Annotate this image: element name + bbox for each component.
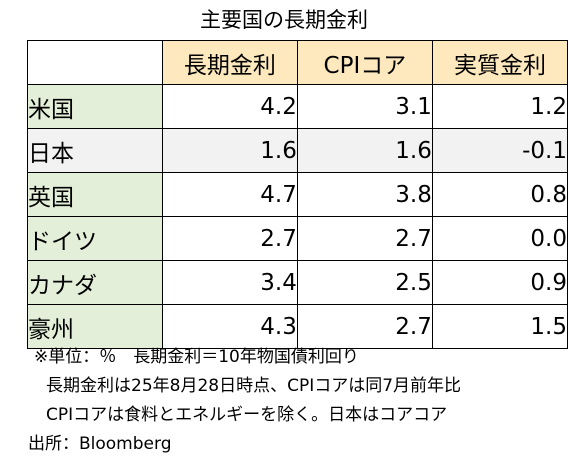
table-row: 英国 4.7 3.8 0.8 — [27, 172, 568, 217]
cell-real-rate: 1.2 — [431, 84, 568, 129]
footnote-units: ※単位：％ 長期金利＝10年物国債利回り — [34, 347, 359, 367]
row-label: 日本 — [27, 128, 163, 173]
cell-long-rate: 4.3 — [161, 304, 298, 349]
row-label: 英国 — [27, 172, 163, 217]
header-row: 長期金利 CPIコア 実質金利 — [27, 40, 568, 85]
cell-real-rate: -0.1 — [431, 128, 568, 173]
corner-cell — [27, 40, 163, 85]
cell-real-rate: 1.5 — [431, 304, 568, 349]
cell-cpi-core: 2.7 — [296, 216, 433, 261]
cell-cpi-core: 1.6 — [296, 128, 433, 173]
column-header-long-rate: 長期金利 — [161, 40, 298, 85]
row-label: カナダ — [27, 260, 163, 305]
footnote-cpi-definition: CPIコアは食料とエネルギーを除く。日本はコアコア — [46, 405, 448, 425]
cell-long-rate: 1.6 — [161, 128, 298, 173]
column-header-cpi-core: CPIコア — [296, 40, 433, 85]
cell-real-rate: 0.0 — [431, 216, 568, 261]
cell-long-rate: 3.4 — [161, 260, 298, 305]
column-header-real-rate: 実質金利 — [431, 40, 568, 85]
cell-long-rate: 4.2 — [161, 84, 298, 129]
cell-cpi-core: 2.7 — [296, 304, 433, 349]
row-label: ドイツ — [27, 216, 163, 261]
table-title: 主要国の長期金利 — [200, 8, 368, 32]
cell-real-rate: 0.8 — [431, 172, 568, 217]
cell-long-rate: 2.7 — [161, 216, 298, 261]
rates-table: 長期金利 CPIコア 実質金利 米国 4.2 3.1 1.2 日本 1.6 1.… — [27, 40, 568, 349]
table-row: ドイツ 2.7 2.7 0.0 — [27, 216, 568, 261]
footnotes: ※単位：％ 長期金利＝10年物国債利回り 長期金利は25年8月28日時点、CPI… — [28, 343, 462, 459]
footnote-date: 長期金利は25年8月28日時点、CPIコアは同7月前年比 — [46, 376, 462, 396]
table-row: カナダ 3.4 2.5 0.9 — [27, 260, 568, 305]
cell-real-rate: 0.9 — [431, 260, 568, 305]
row-label: 米国 — [27, 84, 163, 129]
table-row: 日本 1.6 1.6 -0.1 — [27, 128, 568, 173]
footnote-source: 出所：Bloomberg — [28, 434, 172, 454]
cell-cpi-core: 3.1 — [296, 84, 433, 129]
cell-cpi-core: 2.5 — [296, 260, 433, 305]
cell-long-rate: 4.7 — [161, 172, 298, 217]
table-row: 米国 4.2 3.1 1.2 — [27, 84, 568, 129]
row-label: 豪州 — [27, 304, 163, 349]
table-row: 豪州 4.3 2.7 1.5 — [27, 304, 568, 349]
cell-cpi-core: 3.8 — [296, 172, 433, 217]
